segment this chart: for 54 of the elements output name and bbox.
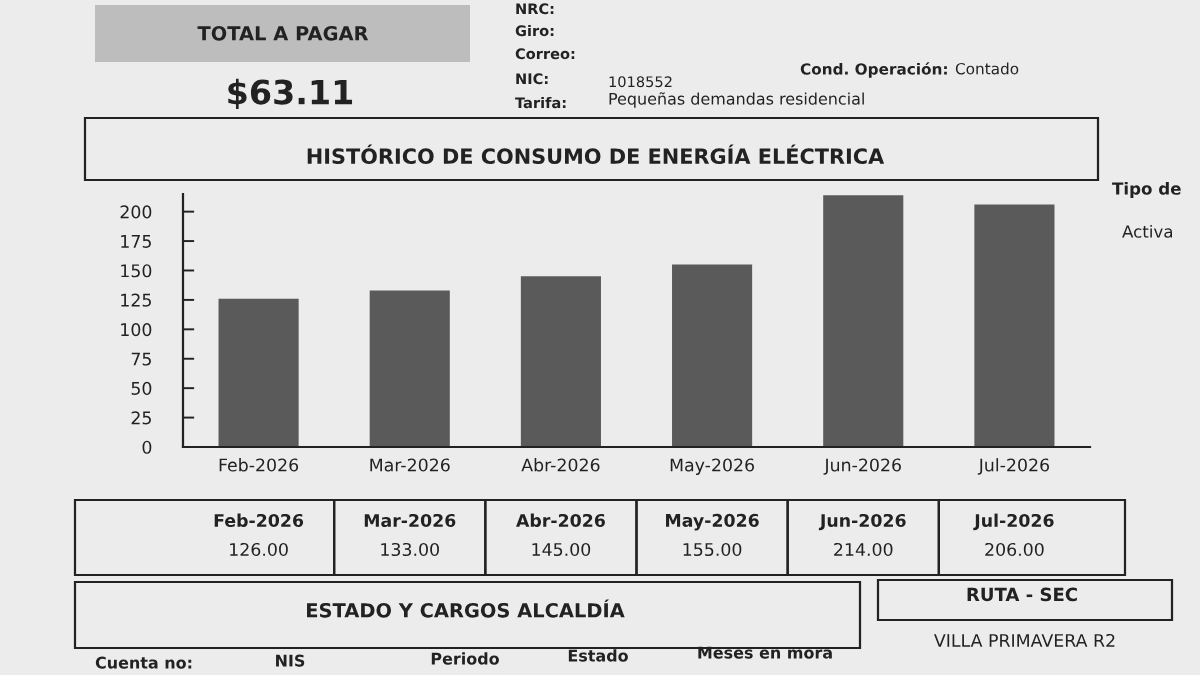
x-tick-label: Jul-2026: [977, 458, 1050, 475]
text: NRC:: [516, 3, 554, 15]
bar: [520, 276, 601, 447]
bar: [369, 290, 450, 447]
text: RUTA - SEC: [967, 587, 1077, 602]
category-label: Mar-2026: [364, 513, 456, 528]
x-tick-label: May-2026: [670, 458, 755, 475]
data-label: 145.00: [532, 542, 591, 557]
text: TOTAL A PAGAR: [197, 25, 369, 41]
text: NIC:: [516, 73, 548, 85]
text: Cond. Operación:: [800, 62, 947, 78]
data-label: 155.00: [683, 542, 742, 557]
x-tick-label: Jun-2026: [823, 458, 901, 475]
x-tick-label: Feb-2026: [219, 458, 299, 472]
data-label: 133.00: [381, 542, 439, 557]
y-tick-label: 0: [142, 440, 152, 454]
category-label: Feb-2026: [214, 513, 304, 528]
bar: [974, 204, 1055, 447]
text: Correo:: [515, 48, 575, 60]
text: Pequeñas demandas residencial: [609, 92, 864, 108]
y-tick-label: 200: [120, 205, 152, 219]
bar: [218, 298, 299, 447]
text: $63.11: [228, 78, 353, 110]
text: Tipo de: [1112, 181, 1181, 199]
text: Contado: [955, 62, 1019, 75]
text: Cuenta no:: [95, 656, 192, 669]
category-label: May-2026: [666, 513, 759, 531]
y-tick-label: 50: [131, 381, 152, 396]
data-label: 214.00: [834, 542, 893, 557]
y-tick-label: 75: [131, 352, 151, 366]
data-label: 206.00: [985, 542, 1044, 557]
data-label: 126.00: [230, 542, 288, 557]
bar: [672, 264, 753, 447]
text: VILLA PRIMAVERA R2: [934, 633, 1115, 647]
text: Periodo: [431, 652, 499, 665]
category-label: Jul-2026: [973, 513, 1054, 531]
text: Activa: [1122, 224, 1172, 238]
bar: [823, 195, 904, 447]
y-tick-label: 100: [121, 323, 152, 337]
x-tick-label: Mar-2026: [370, 458, 450, 472]
text: Estado: [568, 649, 628, 662]
text: 1018552: [609, 76, 672, 88]
text: Giro:: [515, 24, 554, 37]
chart-title: HISTÓRICO DE CONSUMO DE ENERGÍA ELÉCTRICA: [307, 144, 885, 165]
y-tick-label: 25: [131, 411, 151, 425]
category-label: Abr-2026: [516, 513, 605, 528]
y-tick-label: 175: [121, 235, 151, 248]
y-tick-label: 150: [121, 264, 152, 278]
text: Tarifa:: [515, 96, 566, 109]
text: ESTADO Y CARGOS ALCALDÍA: [307, 599, 625, 618]
category-label: Jun-2026: [818, 513, 906, 531]
x-tick-label: Abr-2026: [521, 458, 600, 472]
y-tick-label: 125: [121, 293, 151, 307]
text: NIS: [276, 654, 305, 667]
